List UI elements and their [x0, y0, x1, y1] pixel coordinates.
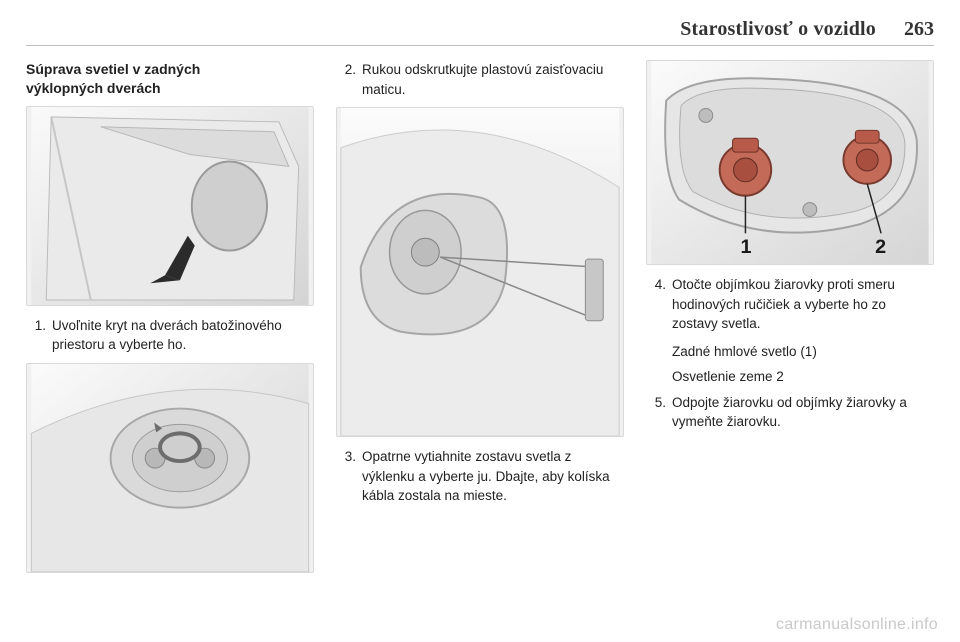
step-1-text: Uvoľnite kryt na dverách batožinového pr… [52, 316, 314, 355]
step-2-number: 2. [336, 60, 356, 99]
watermark: carmanualsonline.info [776, 616, 938, 634]
step-5-number: 5. [646, 393, 666, 432]
header-chapter-title: Starostlivosť o vozidlo [680, 18, 876, 41]
section-title-line-2: výklopných dverách [26, 80, 161, 96]
step-4-text: Otočte objímkou žiarovky proti smeru hod… [672, 275, 934, 334]
step-2: 2. Rukou odskrutkujte plastovú zaisťovac… [336, 60, 624, 99]
step-5-text: Odpojte žiarovku od objímky žiarovky a v… [672, 393, 934, 432]
callout-1-svg: 1 [740, 236, 751, 258]
column-2: 2. Rukou odskrutkujte plastovú zaisťovac… [336, 60, 624, 583]
step-3: 3. Opatrne vytiahnite zostavu svetla z v… [336, 447, 624, 506]
figure-tailgate-cover [26, 106, 314, 306]
figure-rear-lamp-nut [336, 107, 624, 437]
lamp-assembly-rear-illustration: 1 2 [647, 61, 933, 264]
figure-socket-removed [26, 363, 314, 573]
step-2-text: Rukou odskrutkujte plastovú zaisťovaciu … [362, 60, 624, 99]
content-columns: Súprava svetiel v zadných výklopných dve… [26, 60, 934, 583]
socket-removed-illustration [27, 364, 313, 572]
step-1-number: 1. [26, 316, 46, 355]
header-page-number: 263 [904, 18, 934, 41]
column-3: 1 2 4. Otočte objímkou žiarovky proti sm… [646, 60, 934, 583]
column-1: Súprava svetiel v zadných výklopných dve… [26, 60, 314, 583]
step-3-text: Opatrne vytiahnite zostavu svetla z výkl… [362, 447, 624, 506]
tailgate-cover-illustration [27, 107, 313, 305]
figure-lamp-assembly-rear: 1 2 [646, 60, 934, 265]
step-4: 4. Otočte objímkou žiarovky proti smeru … [646, 275, 934, 334]
section-title-line-1: Súprava svetiel v zadných [26, 61, 200, 77]
page: Starostlivosť o vozidlo 263 Súprava svet… [0, 0, 960, 642]
step-5: 5. Odpojte žiarovku od objímky žiarovky … [646, 393, 934, 432]
page-header: Starostlivosť o vozidlo 263 [26, 18, 934, 46]
step-4-number: 4. [646, 275, 666, 334]
section-title: Súprava svetiel v zadných výklopných dve… [26, 60, 314, 98]
step-1: 1. Uvoľnite kryt na dverách batožinového… [26, 316, 314, 355]
callout-2-svg: 2 [875, 236, 886, 258]
step-4-sub-2: Osvetlenie zeme 2 [672, 367, 934, 387]
step-3-number: 3. [336, 447, 356, 506]
step-4-sub-1: Zadné hmlové svetlo (1) [672, 342, 934, 362]
rear-lamp-nut-illustration [337, 108, 623, 436]
